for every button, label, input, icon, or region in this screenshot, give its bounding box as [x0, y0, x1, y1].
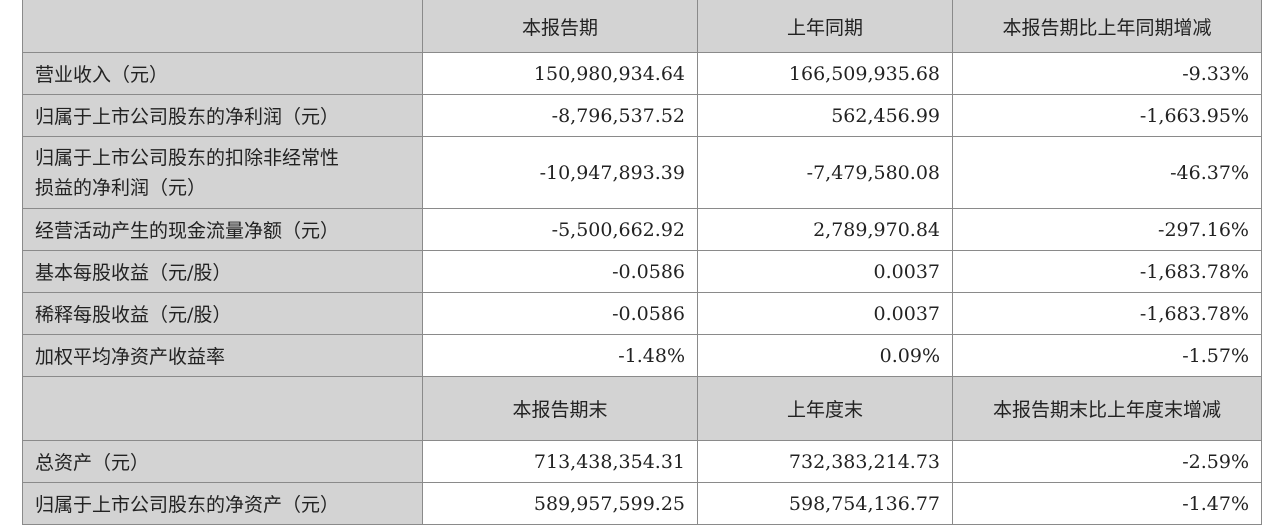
value-cell: 562,456.99 [697, 94, 953, 137]
table-row: 归属于上市公司股东的净资产（元） 589,957,599.25 598,754,… [22, 482, 1262, 525]
table-row: 基本每股收益（元/股） -0.0586 0.0037 -1,683.78% [22, 250, 1262, 293]
table-row: 加权平均净资产收益率 -1.48% 0.09% -1.57% [22, 334, 1262, 377]
table-row: 归属于上市公司股东的净利润（元） -8,796,537.52 562,456.9… [22, 94, 1262, 137]
value-cell: -1,683.78% [952, 250, 1262, 293]
header-cell: 本报告期比上年同期增减 [952, 0, 1262, 53]
value-cell: -9.33% [952, 52, 1262, 95]
value-cell: -0.0586 [422, 292, 698, 335]
value-cell: 2,789,970.84 [697, 208, 953, 251]
row-label: 营业收入（元） [22, 52, 423, 95]
header-cell [22, 0, 423, 53]
value-cell: 0.0037 [697, 292, 953, 335]
value-cell: 150,980,934.64 [422, 52, 698, 95]
value-cell: -5,500,662.92 [422, 208, 698, 251]
header-cell: 本报告期末比上年度末增减 [952, 376, 1262, 441]
row-label: 归属于上市公司股东的净资产（元） [22, 482, 423, 525]
row-label-line: 归属于上市公司股东的扣除非经常性 [35, 146, 340, 169]
row-label: 归属于上市公司股东的净利润（元） [22, 94, 423, 137]
value-cell: -1.47% [952, 482, 1262, 525]
value-cell: -2.59% [952, 440, 1262, 483]
table-row: 营业收入（元） 150,980,934.64 166,509,935.68 -9… [22, 52, 1262, 95]
header-row: 本报告期末 上年度末 本报告期末比上年度末增减 [22, 376, 1262, 441]
row-label: 总资产（元） [22, 440, 423, 483]
header-cell: 本报告期 [422, 0, 698, 53]
value-cell: 589,957,599.25 [422, 482, 698, 525]
row-label: 归属于上市公司股东的扣除非经常性 损益的净利润（元） [22, 136, 423, 209]
value-cell: 0.09% [697, 334, 953, 377]
row-label: 经营活动产生的现金流量净额（元） [22, 208, 423, 251]
value-cell: 713,438,354.31 [422, 440, 698, 483]
header-row: 本报告期 上年同期 本报告期比上年同期增减 [22, 0, 1262, 53]
value-cell: -1.48% [422, 334, 698, 377]
row-label: 加权平均净资产收益率 [22, 334, 423, 377]
value-cell: -1,663.95% [952, 94, 1262, 137]
header-cell: 本报告期末 [422, 376, 698, 441]
value-cell: -8,796,537.52 [422, 94, 698, 137]
row-label: 稀释每股收益（元/股） [22, 292, 423, 335]
value-cell: 598,754,136.77 [697, 482, 953, 525]
header-cell: 上年同期 [697, 0, 953, 53]
table-row: 经营活动产生的现金流量净额（元） -5,500,662.92 2,789,970… [22, 208, 1262, 251]
value-cell: -46.37% [952, 136, 1262, 209]
value-cell: -1,683.78% [952, 292, 1262, 335]
value-cell: -0.0586 [422, 250, 698, 293]
value-cell: 732,383,214.73 [697, 440, 953, 483]
table-row: 总资产（元） 713,438,354.31 732,383,214.73 -2.… [22, 440, 1262, 483]
value-cell: 0.0037 [697, 250, 953, 293]
row-label-line: 损益的净利润（元） [35, 176, 207, 199]
table-row: 稀释每股收益（元/股） -0.0586 0.0037 -1,683.78% [22, 292, 1262, 335]
row-label: 基本每股收益（元/股） [22, 250, 423, 293]
header-cell: 上年度末 [697, 376, 953, 441]
value-cell: -10,947,893.39 [422, 136, 698, 209]
header-cell [22, 376, 423, 441]
table-row: 归属于上市公司股东的扣除非经常性 损益的净利润（元） -10,947,893.3… [22, 136, 1262, 209]
value-cell: 166,509,935.68 [697, 52, 953, 95]
financial-summary-table: 本报告期 上年同期 本报告期比上年同期增减 营业收入（元） 150,980,93… [22, 0, 1262, 525]
value-cell: -297.16% [952, 208, 1262, 251]
value-cell: -7,479,580.08 [697, 136, 953, 209]
value-cell: -1.57% [952, 334, 1262, 377]
